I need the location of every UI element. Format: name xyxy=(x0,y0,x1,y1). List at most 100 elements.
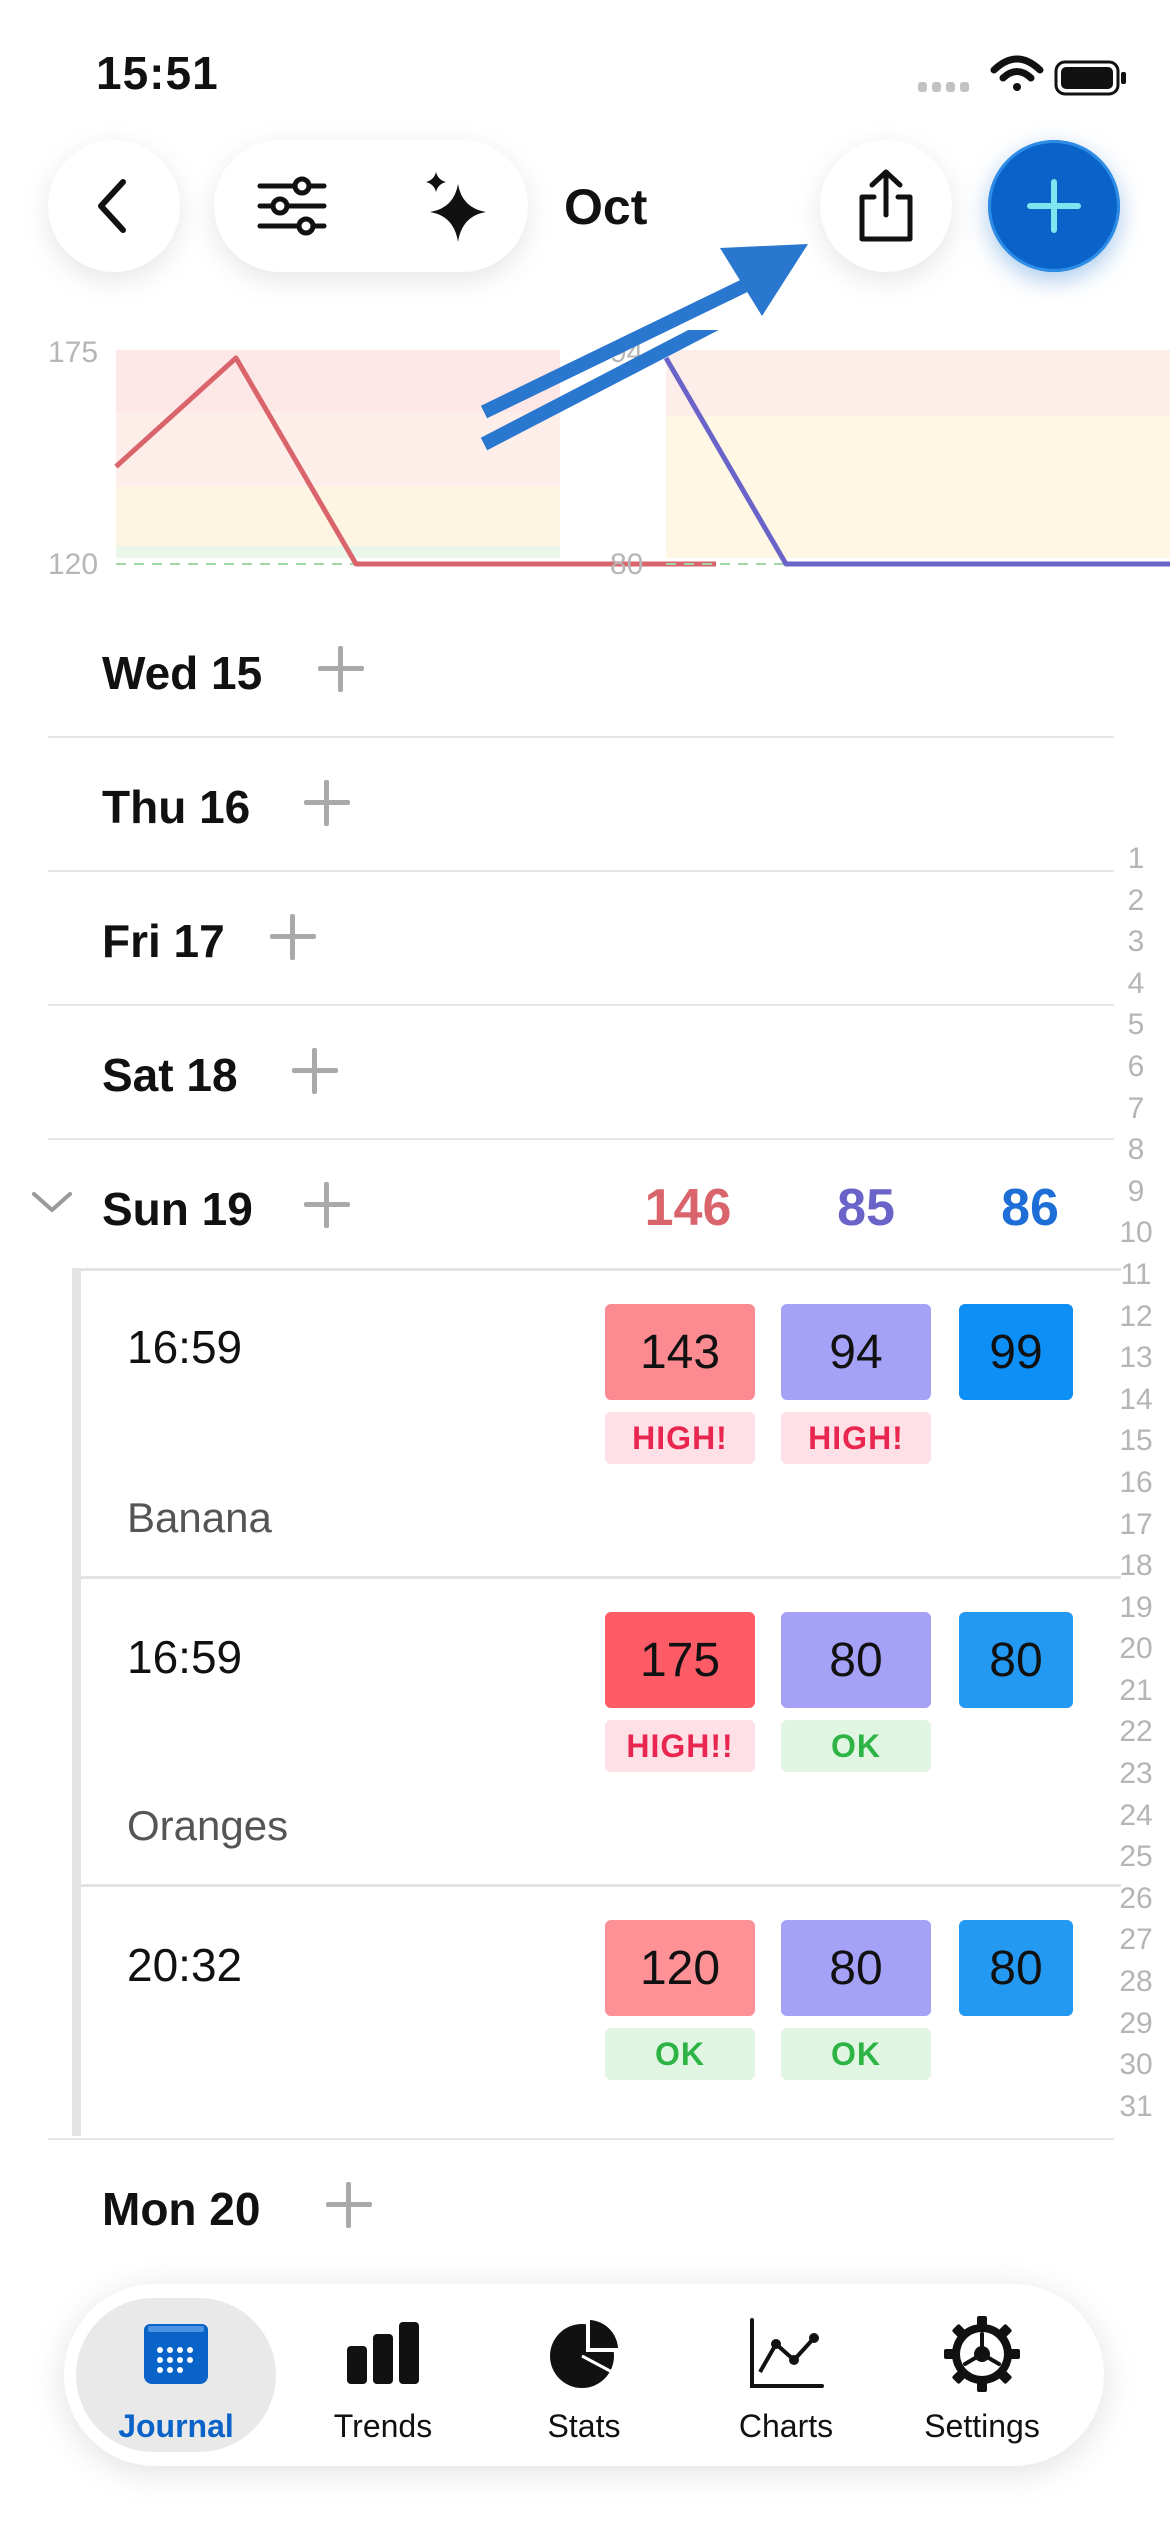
date-index-scrubber[interactable]: 1 2 3 4 5 6 7 8 9 10 11 12 13 14 15 16 17 18 19 20 21 22 23 24 2… xyxy=(1106,838,1166,2127)
index-number[interactable]: 26 xyxy=(1119,1881,1153,1915)
diastolic-status-badge: OK xyxy=(781,2028,931,2080)
add-day-entry-icon[interactable] xyxy=(302,1180,352,1230)
right-chart-line xyxy=(663,356,1170,567)
divider xyxy=(48,2138,1114,2140)
line-chart-icon xyxy=(750,2318,824,2388)
tab-label: Settings xyxy=(924,2408,1040,2444)
reading-time: 20:32 xyxy=(127,1939,243,1991)
index-number[interactable]: 13 xyxy=(1119,1341,1153,1375)
filter-button[interactable] xyxy=(236,150,348,262)
status-time: 15:51 xyxy=(96,47,219,99)
index-number[interactable]: 9 xyxy=(1127,1174,1145,1208)
index-number[interactable]: 7 xyxy=(1127,1091,1145,1125)
index-number[interactable]: 10 xyxy=(1119,1216,1153,1250)
index-number[interactable]: 27 xyxy=(1119,1923,1153,1957)
sliders-icon xyxy=(257,176,327,236)
index-number[interactable]: 25 xyxy=(1119,1840,1153,1874)
index-number[interactable]: 6 xyxy=(1127,1049,1145,1083)
chevron-left-icon xyxy=(98,179,126,233)
day-label: Sun 19 xyxy=(102,1183,253,1235)
reading-note: Banana xyxy=(127,1494,272,1541)
tab-journal[interactable]: Journal xyxy=(76,2298,276,2452)
systolic-value: 143 xyxy=(605,1304,755,1400)
index-number[interactable]: 17 xyxy=(1119,1507,1153,1541)
bar-chart-icon xyxy=(347,2322,419,2384)
index-number[interactable]: 1 xyxy=(1127,842,1145,875)
tab-bar: Journal Trends Stats Charts xyxy=(64,2284,1104,2466)
index-number[interactable]: 31 xyxy=(1119,2089,1153,2123)
pie-chart-icon xyxy=(550,2320,618,2388)
add-day-entry-icon[interactable] xyxy=(290,1046,340,1096)
add-entry-button[interactable] xyxy=(988,140,1120,272)
day-row-sat18[interactable]: Sat 18 xyxy=(48,1006,1114,1140)
day-row-mon20[interactable]: Mon 20 xyxy=(48,2140,1114,2272)
reading-note: Oranges xyxy=(127,1802,289,1849)
day-row-sun19[interactable]: Sun 19 xyxy=(48,1140,1114,1272)
diastolic-value: 80 xyxy=(781,1920,931,2016)
index-number[interactable]: 14 xyxy=(1119,1382,1153,1416)
index-number[interactable]: 29 xyxy=(1119,2006,1153,2040)
tab-label: Trends xyxy=(333,2408,433,2444)
mini-charts: 175 120 94 80 xyxy=(48,330,1170,581)
index-number[interactable]: 15 xyxy=(1119,1424,1153,1458)
day-row-thu16[interactable]: Thu 16 xyxy=(48,738,1114,872)
tab-trends[interactable]: Trends xyxy=(283,2298,483,2452)
index-number[interactable]: 20 xyxy=(1119,1632,1153,1666)
reading-item[interactable]: 16:59 143 94 99 HIGH! HIGH! Banana xyxy=(81,1268,1121,1576)
day-row-wed15[interactable]: Wed 15 xyxy=(48,604,1114,738)
wifi-icon xyxy=(990,55,1044,91)
diastolic-value: 80 xyxy=(781,1612,931,1708)
share-button[interactable] xyxy=(820,140,952,272)
index-number[interactable]: 12 xyxy=(1119,1299,1153,1333)
left-chart-line xyxy=(114,355,716,567)
sparkles-icon xyxy=(426,172,486,242)
tab-charts[interactable]: Charts xyxy=(686,2298,886,2452)
index-number[interactable]: 30 xyxy=(1119,2048,1153,2082)
index-number[interactable]: 21 xyxy=(1119,1673,1153,1707)
index-number[interactable]: 11 xyxy=(1120,1257,1152,1291)
cellular-signal-icon xyxy=(918,82,969,92)
pulse-value: 99 xyxy=(959,1304,1073,1400)
index-number[interactable]: 22 xyxy=(1119,1715,1153,1749)
index-number[interactable]: 19 xyxy=(1119,1590,1153,1624)
index-number[interactable]: 16 xyxy=(1119,1465,1153,1499)
systolic-status-badge: OK xyxy=(605,2028,755,2080)
index-number[interactable]: 5 xyxy=(1127,1008,1145,1042)
add-day-entry-icon[interactable] xyxy=(316,644,366,694)
battery-icon xyxy=(1054,60,1126,96)
reading-time: 16:59 xyxy=(127,1321,243,1373)
index-number[interactable]: 2 xyxy=(1127,883,1145,917)
index-number[interactable]: 8 xyxy=(1127,1133,1145,1167)
pulse-value: 80 xyxy=(959,1920,1073,2016)
ai-insights-button[interactable] xyxy=(400,150,512,262)
back-button[interactable] xyxy=(48,140,180,272)
reading-item[interactable]: 20:32 120 80 80 OK OK xyxy=(81,1886,1121,2136)
pulse-value: 80 xyxy=(959,1612,1073,1708)
systolic-value: 120 xyxy=(605,1920,755,2016)
chevron-down-icon[interactable] xyxy=(30,1180,74,1224)
share-icon xyxy=(859,169,913,242)
tab-label: Journal xyxy=(118,2408,234,2444)
add-day-entry-icon[interactable] xyxy=(324,2180,374,2230)
tab-stats[interactable]: Stats xyxy=(484,2298,684,2452)
gear-icon xyxy=(944,2316,1020,2392)
index-number[interactable]: 4 xyxy=(1127,966,1145,1000)
avg-pulse: 86 xyxy=(1001,1179,1059,1237)
day-label: Wed 15 xyxy=(102,647,263,699)
sun19-readings: 16:59 143 94 99 HIGH! HIGH! Banana 16:59… xyxy=(72,1268,1121,2136)
reading-item[interactable]: 16:59 175 80 80 HIGH!! OK Oranges xyxy=(81,1578,1121,1886)
left-chart-ymin: 120 xyxy=(48,548,98,581)
index-number[interactable]: 23 xyxy=(1119,1757,1153,1791)
add-day-entry-icon[interactable] xyxy=(268,912,318,962)
index-number[interactable]: 18 xyxy=(1119,1549,1153,1583)
diastolic-status-badge: OK xyxy=(781,1720,931,1772)
tab-settings[interactable]: Settings xyxy=(882,2298,1082,2452)
diastolic-status-badge: HIGH! xyxy=(781,1412,931,1464)
index-number[interactable]: 3 xyxy=(1127,925,1145,959)
day-row-fri17[interactable]: Fri 17 xyxy=(48,872,1114,1006)
index-number[interactable]: 28 xyxy=(1119,1965,1153,1999)
add-day-entry-icon[interactable] xyxy=(302,778,352,828)
systolic-status-badge: HIGH! xyxy=(605,1412,755,1464)
index-number[interactable]: 24 xyxy=(1119,1798,1153,1832)
day-label: Thu 16 xyxy=(102,781,251,833)
